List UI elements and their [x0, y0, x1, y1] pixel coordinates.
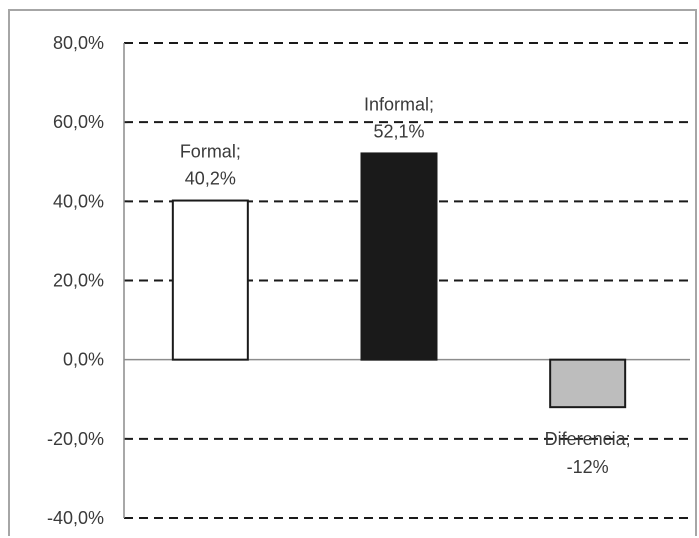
y-tick-label: 20,0% — [53, 271, 104, 291]
data-label-informal-name: Informal; — [364, 94, 434, 114]
bar-formal — [171, 199, 249, 361]
y-tick-label: 0,0% — [63, 350, 104, 370]
labels: 80,0% 60,0% 40,0% 20,0% 0,0% -20,0% -40,0% Form… — [47, 33, 631, 528]
chart-frame — [8, 9, 697, 536]
bars — [171, 152, 627, 409]
y-tick-label: 80,0% — [53, 33, 104, 53]
y-tick-label: 60,0% — [53, 112, 104, 132]
data-label-diferencia-value: -12% — [567, 457, 609, 477]
data-label-diferencia-name: Diferencia; — [545, 429, 631, 449]
y-tick-label: -20,0% — [47, 429, 104, 449]
bar-diferencia — [549, 358, 627, 409]
data-label-formal-value: 40,2% — [185, 169, 236, 189]
y-tick-label: -40,0% — [47, 508, 104, 528]
data-label-formal-name: Formal; — [180, 142, 241, 162]
data-label-informal-value: 52,1% — [373, 121, 424, 141]
y-tick-label: 40,0% — [53, 191, 104, 211]
bar-informal — [360, 152, 438, 361]
